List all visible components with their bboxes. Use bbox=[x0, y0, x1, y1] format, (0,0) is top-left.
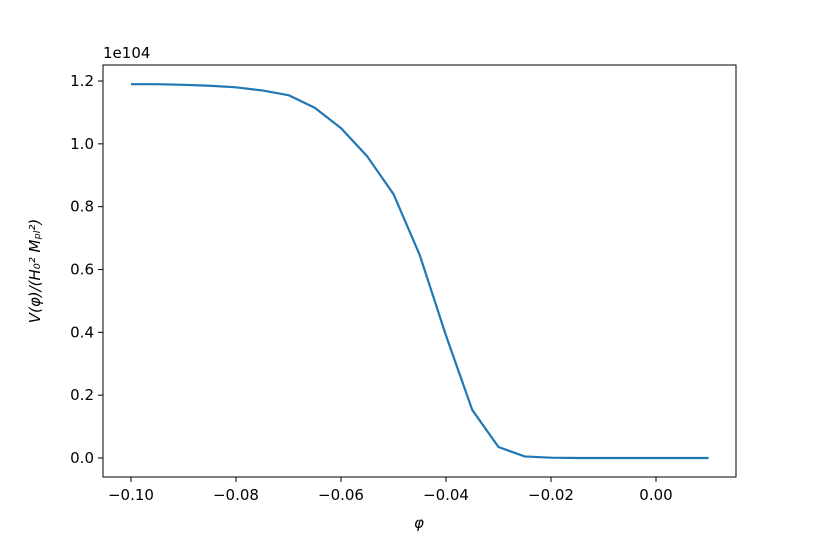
y-tick-label: 0.6 bbox=[70, 261, 94, 279]
plot-frame bbox=[102, 64, 737, 478]
x-tick-label: −0.10 bbox=[108, 486, 154, 504]
x-tick-label: −0.06 bbox=[318, 486, 364, 504]
y-tick-label: 1.0 bbox=[70, 135, 94, 153]
x-tick-label: −0.02 bbox=[528, 486, 574, 504]
y-tick-label: 0.8 bbox=[70, 198, 94, 216]
line bbox=[130, 83, 709, 460]
y-offset-label: 1e104 bbox=[103, 44, 150, 62]
y-tick-label: 0.4 bbox=[70, 323, 94, 341]
y-tick-label: 1.2 bbox=[70, 72, 94, 90]
y-tick-label: 0.2 bbox=[70, 386, 94, 404]
x-tick-label: −0.04 bbox=[423, 486, 469, 504]
x-tick-label: 0.00 bbox=[639, 486, 672, 504]
x-axis-label: φ bbox=[414, 514, 424, 532]
y-axis-label: V(φ)/(H₀² Mₚₗ²) bbox=[26, 219, 44, 324]
x-tick-label: −0.08 bbox=[213, 486, 259, 504]
y-tick-label: 0.0 bbox=[70, 449, 94, 467]
